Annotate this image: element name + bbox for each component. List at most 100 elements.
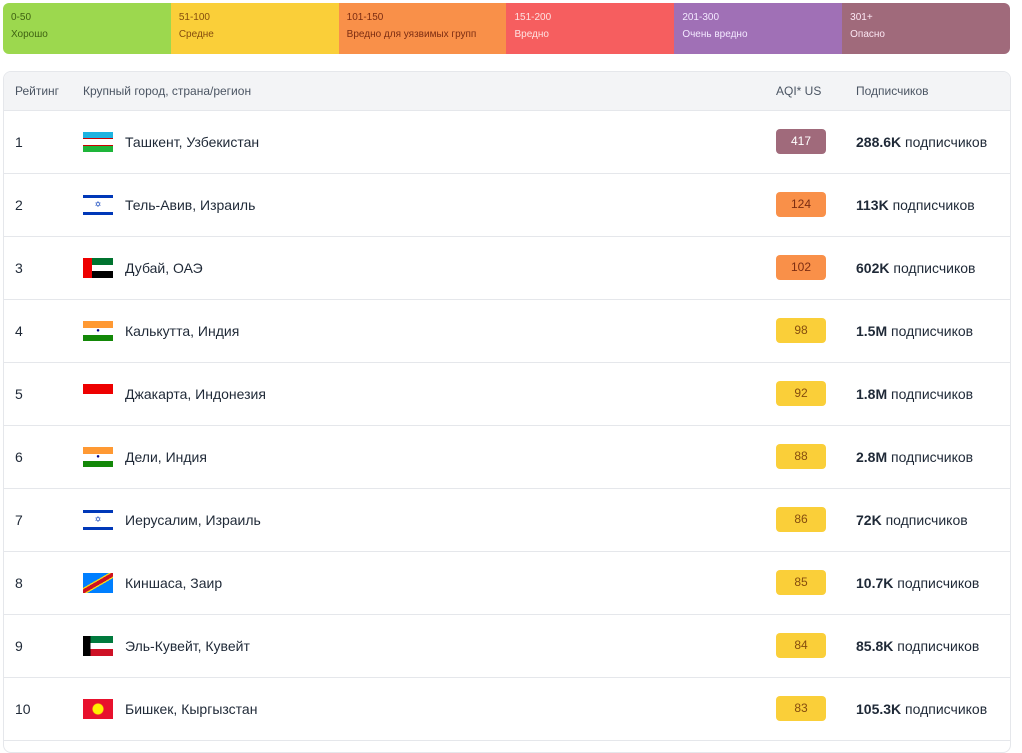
header-aqi: AQI* US (776, 84, 822, 98)
legend-range: 51-100 (178, 12, 210, 23)
aqi-legend: 0-50 Хорошо 51-100 Средне 101-150 Вредно для … (3, 3, 1010, 54)
table-row[interactable]: 6 ● Дели, Индия 88 2.8M подписчиков (4, 426, 1010, 489)
table-row[interactable]: 7 ✡ Иерусалим, Израиль 86 72K подписчико… (4, 489, 1010, 552)
rank: 10 (15, 701, 31, 717)
rank: 8 (15, 575, 23, 591)
subscribers-count: 2.8M (856, 449, 888, 465)
header-city: Крупный город, страна/регион (83, 84, 252, 98)
subscribers-suffix: подписчиков (887, 323, 974, 339)
legend-segment: 201-300 Очень вредно (674, 3, 843, 54)
subscribers-suffix: подписчиков (887, 386, 974, 402)
subscribers-suffix: подписчиков (889, 260, 976, 276)
header-subscribers: Подписчиков (856, 84, 929, 98)
table-header: Рейтинг Крупный город, страна/регион AQI… (4, 72, 1010, 111)
subscribers-suffix: подписчиков (901, 134, 988, 150)
city-name[interactable]: Джакарта, Индонезия (125, 386, 266, 402)
legend-segment: 301+ Опасно (842, 3, 1010, 54)
subscribers-count: 10.7K (856, 575, 894, 591)
city-name[interactable]: Дели, Индия (125, 449, 207, 465)
city-name[interactable]: Дубай, ОАЭ (125, 260, 203, 276)
aqi-badge: 85 (776, 570, 826, 595)
city-name[interactable]: Калькутта, Индия (125, 323, 240, 339)
aqi-badge: 83 (776, 696, 826, 721)
legend-segment: 151-200 Вредно (506, 3, 675, 54)
aqi-badge: 88 (776, 444, 826, 469)
israel-flag-icon: ✡ (83, 510, 113, 530)
header-rank: Рейтинг (15, 84, 60, 98)
rank: 4 (15, 323, 23, 339)
legend-range: 151-200 (514, 12, 552, 23)
aqi-badge: 417 (776, 129, 826, 154)
subscribers-suffix: подписчиков (881, 512, 968, 528)
city-name[interactable]: Ташкент, Узбекистан (125, 134, 260, 150)
legend-label: Средне (178, 29, 214, 40)
rank: 7 (15, 512, 23, 528)
city-name[interactable]: Тель-Авив, Израиль (125, 197, 256, 213)
dr-congo-flag-icon (83, 573, 113, 593)
uae-flag-icon (83, 258, 113, 278)
india-flag-icon: ● (83, 447, 113, 467)
legend-range: 101-150 (346, 12, 384, 23)
subscribers: 85.8K подписчиков (856, 638, 979, 654)
city-name[interactable]: Киншаса, Заир (125, 575, 223, 591)
subscribers-count: 1.8M (856, 386, 888, 402)
legend-segment: 51-100 Средне (170, 3, 339, 54)
aqi-badge: 124 (776, 192, 826, 217)
rank: 9 (15, 638, 23, 654)
rank: 2 (15, 197, 23, 213)
subscribers-count: 85.8K (856, 638, 894, 654)
subscribers-suffix: подписчиков (888, 197, 975, 213)
legend-label: Очень вредно (682, 29, 748, 40)
subscribers-count: 105.3K (856, 701, 902, 717)
rank: 5 (15, 386, 23, 402)
aqi-badge: 92 (776, 381, 826, 406)
table-row[interactable]: 9 Эль-Кувейт, Кувейт 84 85.8K подписчико… (4, 615, 1010, 678)
aqi-badge: 102 (776, 255, 826, 280)
subscribers-suffix: подписчиков (893, 575, 980, 591)
uzbekistan-flag-icon (83, 132, 113, 152)
subscribers: 10.7K подписчиков (856, 575, 979, 591)
legend-segment: 0-50 Хорошо (3, 3, 171, 54)
subscribers: 105.3K подписчиков (856, 701, 987, 717)
rank: 6 (15, 449, 23, 465)
aqi-badge: 86 (776, 507, 826, 532)
subscribers: 113K подписчиков (856, 197, 975, 213)
legend-label: Вредно (514, 29, 549, 40)
subscribers: 288.6K подписчиков (856, 134, 987, 150)
city-name[interactable]: Эль-Кувейт, Кувейт (125, 638, 250, 654)
table-row[interactable]: 5 Джакарта, Индонезия 92 1.8M подписчико… (4, 363, 1010, 426)
subscribers: 602K подписчиков (856, 260, 975, 276)
kuwait-flag-icon (83, 636, 113, 656)
city-name[interactable]: Бишкек, Кыргызстан (125, 701, 258, 717)
legend-range: 201-300 (682, 12, 720, 23)
aqi-badge: 98 (776, 318, 826, 343)
subscribers-count: 113K (856, 197, 889, 213)
india-flag-icon: ● (83, 321, 113, 341)
subscribers: 1.8M подписчиков (856, 386, 973, 402)
legend-range: 0-50 (11, 12, 32, 23)
table-row[interactable]: 2 ✡ Тель-Авив, Израиль 124 113K подписчи… (4, 174, 1010, 237)
subscribers-suffix: подписчиков (901, 701, 988, 717)
legend-label: Вредно для уязвимых групп (346, 29, 477, 40)
subscribers-count: 72K (856, 512, 882, 528)
subscribers-suffix: подписчиков (887, 449, 974, 465)
subscribers-count: 288.6K (856, 134, 902, 150)
legend-label: Хорошо (11, 29, 48, 40)
legend-label: Опасно (850, 29, 885, 40)
table-row[interactable]: 3 Дубай, ОАЭ 102 602K подписчиков (4, 237, 1010, 300)
subscribers-count: 1.5M (856, 323, 888, 339)
legend-segment: 101-150 Вредно для уязвимых групп (338, 3, 507, 54)
table-row[interactable]: 10 Бишкек, Кыргызстан 83 105.3K подписчи… (4, 678, 1010, 741)
rank: 1 (15, 134, 23, 150)
subscribers-suffix: подписчиков (893, 638, 980, 654)
israel-flag-icon: ✡ (83, 195, 113, 215)
city-ranking-table: Рейтинг Крупный город, страна/регион AQI… (3, 71, 1011, 753)
table-row[interactable]: 1 Ташкент, Узбекистан 417 288.6K подписч… (4, 111, 1010, 174)
table-row[interactable]: 4 ● Калькутта, Индия 98 1.5M подписчиков (4, 300, 1010, 363)
subscribers: 1.5M подписчиков (856, 323, 973, 339)
subscribers-count: 602K (856, 260, 890, 276)
table-row[interactable]: 8 Киншаса, Заир 85 10.7K подписчиков (4, 552, 1010, 615)
rank: 3 (15, 260, 23, 276)
city-name[interactable]: Иерусалим, Израиль (125, 512, 261, 528)
subscribers: 72K подписчиков (856, 512, 968, 528)
